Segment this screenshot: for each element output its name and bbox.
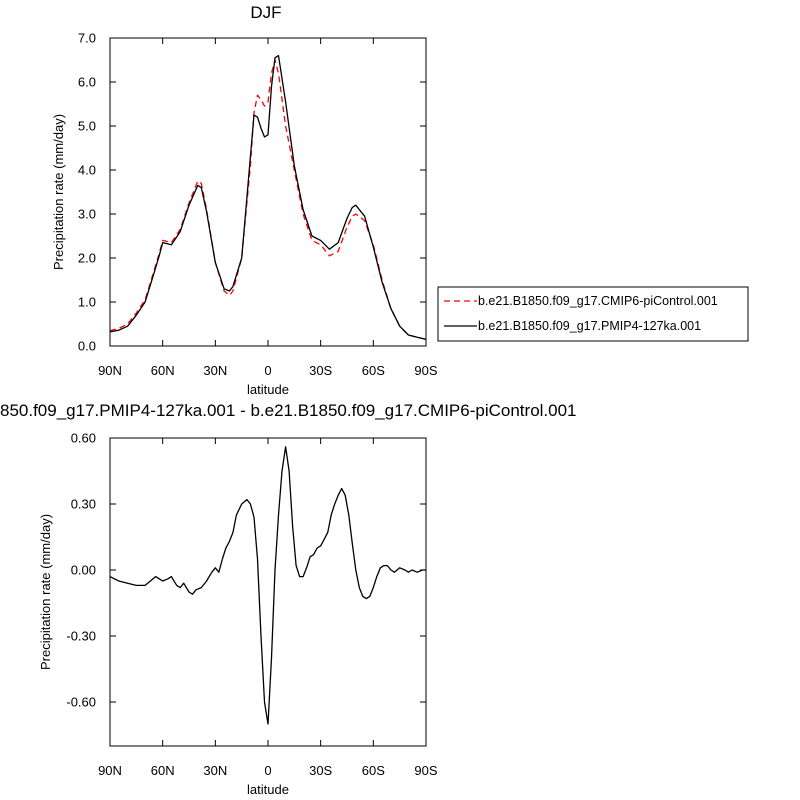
bot-x-tick-label: 30S	[309, 763, 332, 778]
top-x-tick-label: 90S	[414, 363, 437, 378]
top-x-tick-label: 60S	[362, 363, 385, 378]
top-y-tick-label: 1.0	[78, 295, 96, 310]
legend-label-control: b.e21.B1850.f09_g17.CMIP6-piControl.001	[478, 294, 718, 308]
top-series-line-1	[109, 54, 427, 341]
top-x-axis-label: latitude	[247, 382, 289, 397]
bot-x-tick-label: 30N	[203, 763, 227, 778]
bot-x-tick-label: 90S	[414, 763, 437, 778]
top-series-line-0	[109, 59, 427, 341]
top-x-tick-label: 0	[264, 363, 271, 378]
bot-x-tick-label: 60S	[362, 763, 385, 778]
top-y-tick-label: 7.0	[78, 31, 96, 46]
top-y-tick-label: 5.0	[78, 119, 96, 134]
bot-y-tick-label: 0.60	[71, 431, 96, 446]
top-x-axis: 90N 60N 30N 0 30S 60S 90S	[98, 38, 438, 378]
bot-x-tick-label: 0	[264, 763, 271, 778]
top-series-group	[109, 54, 427, 341]
bottom-y-axis: -0.60 -0.30 0.00 0.30 0.60	[66, 431, 426, 710]
top-y-axis: 0.0 1.0 2.0 3.0 4.0 5.0 6.0 7.0	[78, 31, 426, 354]
top-y-tick-label: 3.0	[78, 207, 96, 222]
top-x-tick-label: 30S	[309, 363, 332, 378]
legend: b.e21.B1850.f09_g17.CMIP6-piControl.001 …	[437, 286, 749, 342]
bottom-x-axis: 90N 60N 30N 0 30S 60S 90S	[98, 438, 438, 778]
top-chart-title: DJF	[250, 3, 281, 22]
bottom-chart-title: 850.f09_g17.PMIP4-127ka.001 - b.e21.B185…	[0, 401, 577, 420]
top-y-tick-label: 6.0	[78, 75, 96, 90]
bot-x-tick-label: 90N	[98, 763, 122, 778]
bot-x-tick-label: 60N	[151, 763, 175, 778]
top-x-tick-label: 60N	[151, 363, 175, 378]
top-x-tick-label: 30N	[203, 363, 227, 378]
top-y-tick-label: 0.0	[78, 339, 96, 354]
bot-y-tick-label: -0.60	[66, 695, 96, 710]
top-y-tick-label: 4.0	[78, 163, 96, 178]
legend-label-pmip: b.e21.B1850.f09_g17.PMIP4-127ka.001	[478, 319, 701, 333]
bot-series-line-0	[109, 446, 426, 725]
bottom-panel: 850.f09_g17.PMIP4-127ka.001 - b.e21.B185…	[0, 401, 577, 797]
bottom-y-axis-label: Precipitation rate (mm/day)	[38, 514, 53, 670]
bot-y-tick-label: -0.30	[66, 629, 96, 644]
top-y-tick-label: 2.0	[78, 251, 96, 266]
bottom-series-group	[109, 446, 426, 725]
legend-box	[437, 286, 749, 342]
top-panel: DJF 0.0 1.0 2.0 3.0 4.0 5.0 6.0 7.0 90N 60N 30N 0 3…	[51, 3, 438, 397]
top-y-axis-label: Precipitation rate (mm/day)	[51, 114, 66, 270]
top-plot-frame	[109, 37, 427, 347]
bot-y-tick-label: 0.00	[71, 563, 96, 578]
bottom-x-axis-label: latitude	[247, 782, 289, 797]
bot-y-tick-label: 0.30	[71, 497, 96, 512]
bottom-plot-frame	[109, 437, 427, 747]
top-x-tick-label: 90N	[98, 363, 122, 378]
